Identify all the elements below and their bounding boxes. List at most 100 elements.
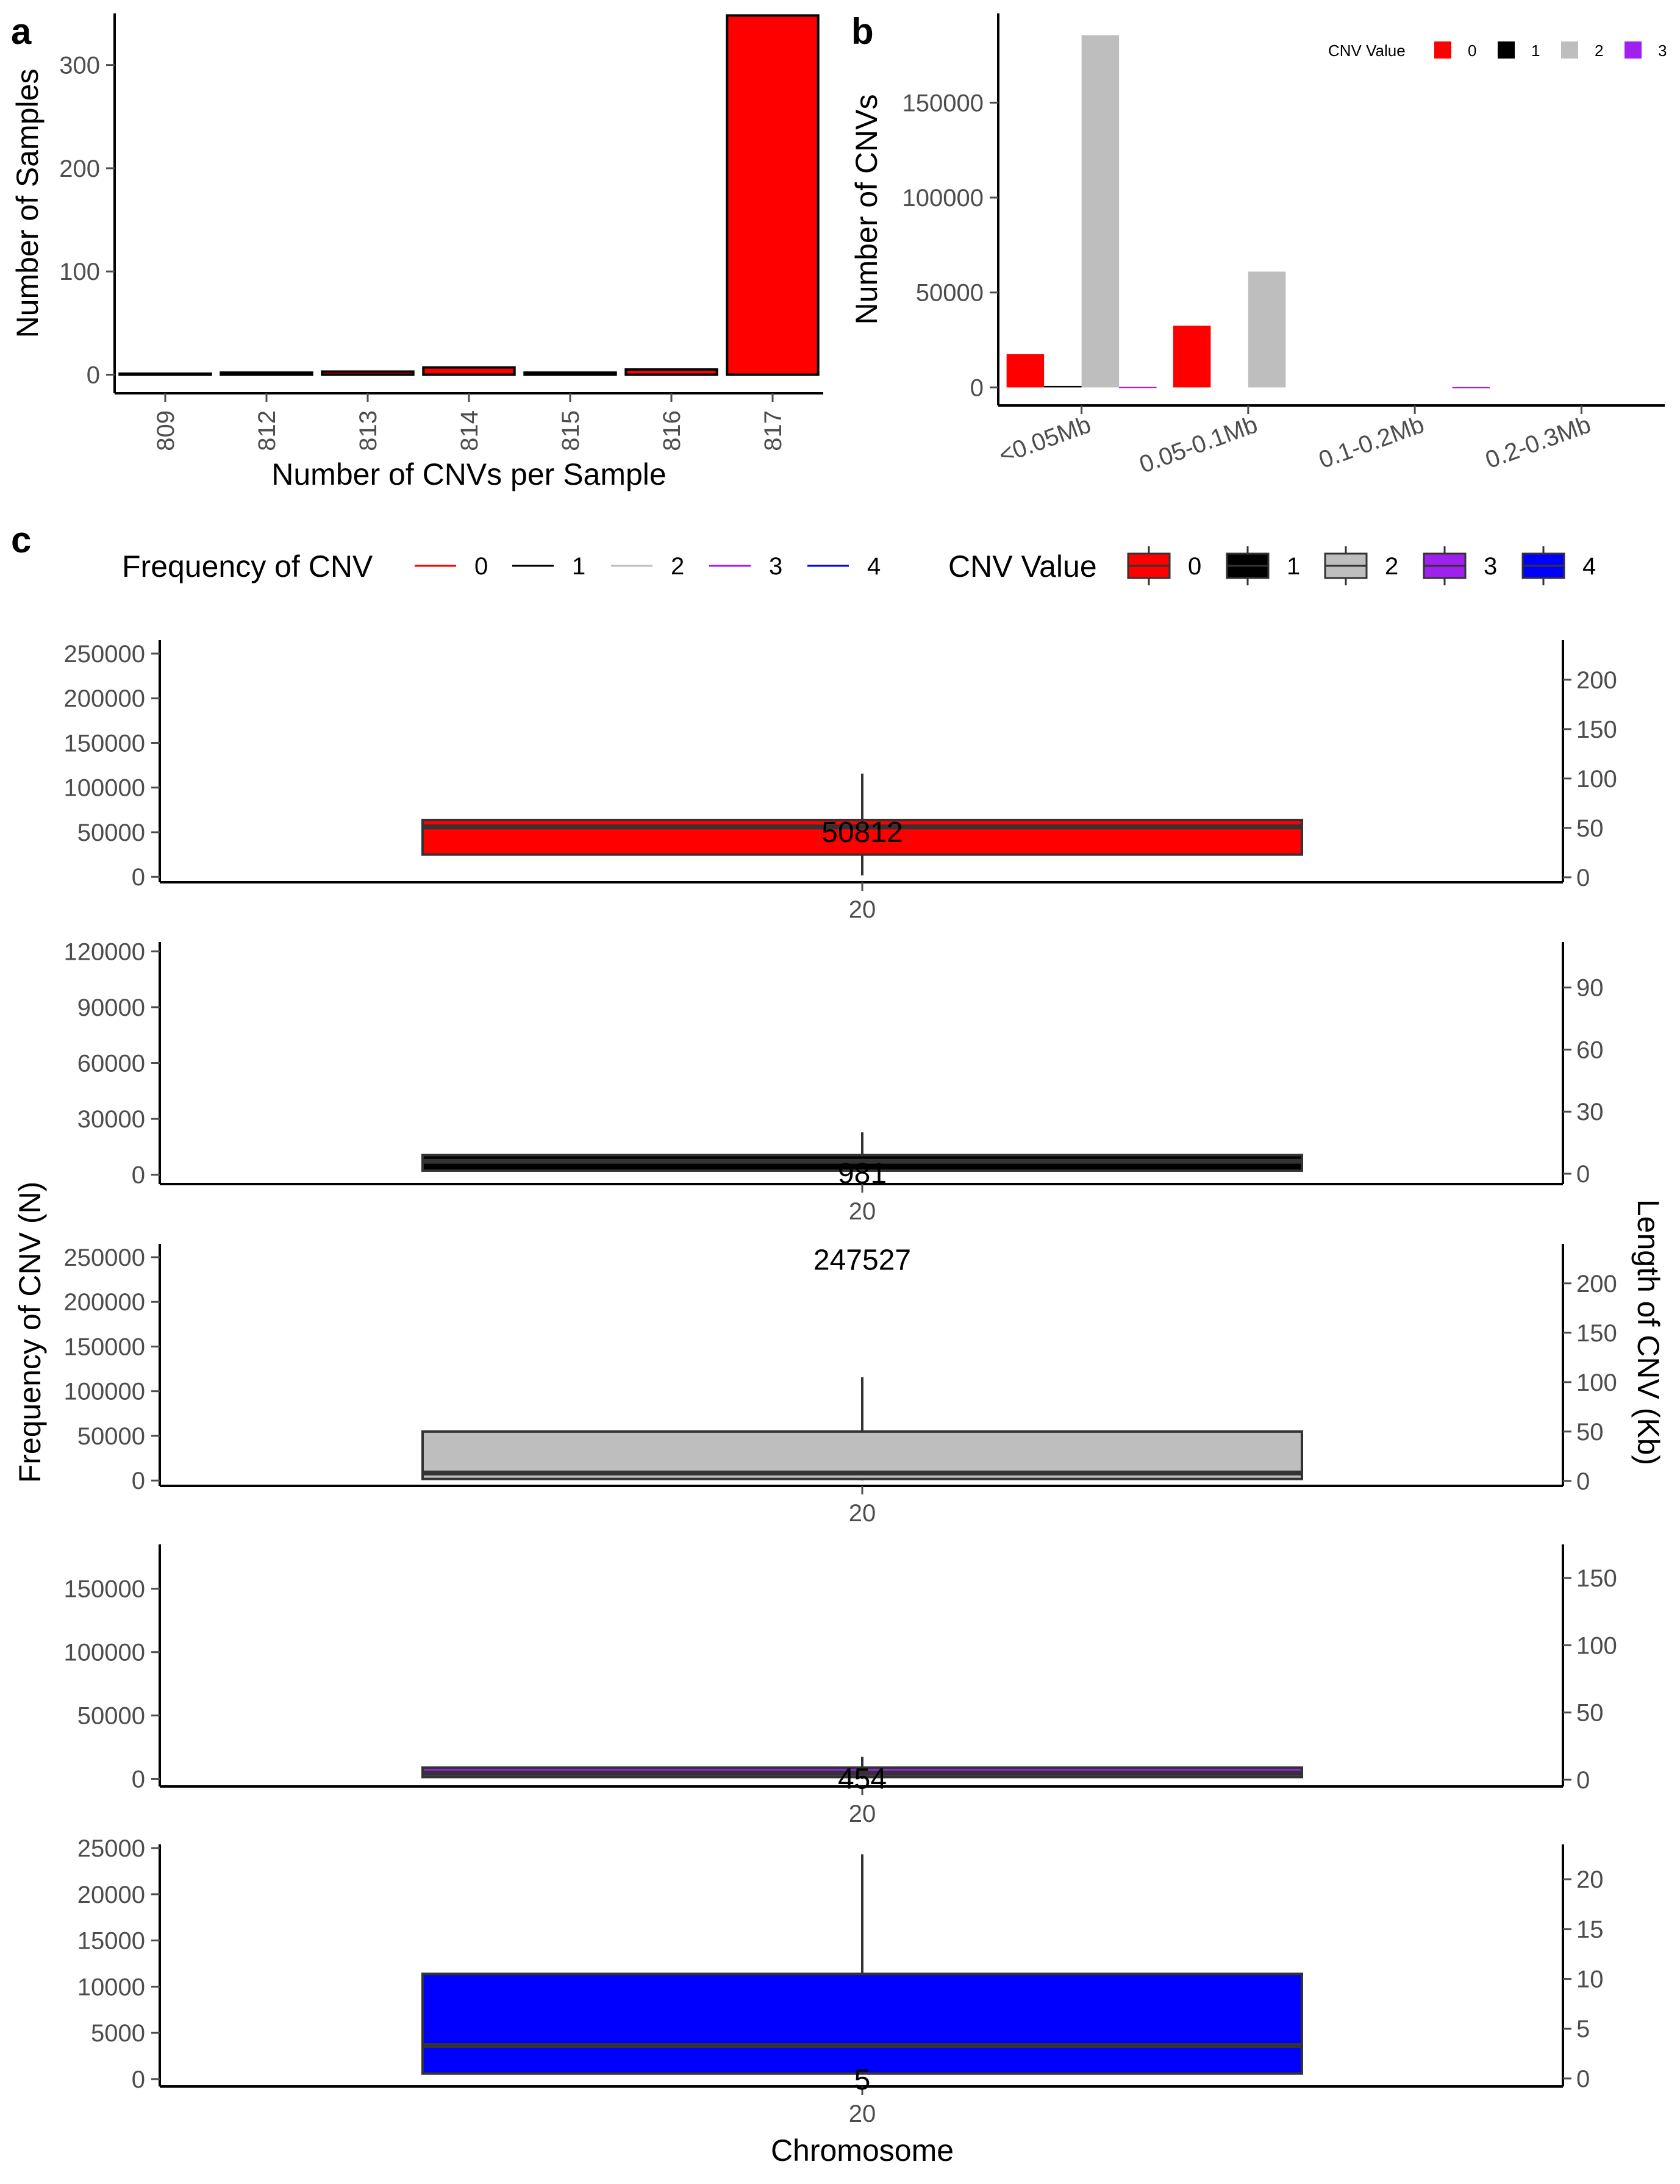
- c-box-legend-title: CNV Value: [948, 549, 1097, 583]
- c-left-tick-label: 100000: [64, 775, 145, 802]
- c-right-tick-label: 50: [1576, 815, 1604, 842]
- panel-label-c: c: [11, 519, 31, 560]
- c-right-tick-label: 5: [1576, 2016, 1590, 2043]
- c-line-legend-label: 4: [867, 553, 881, 580]
- b-x-tick-label: 0.05-0.1Mb: [1136, 411, 1261, 479]
- b-y-tick-label: 0: [970, 374, 984, 401]
- c-right-tick-label: 0: [1576, 1767, 1590, 1794]
- c-right-tick-label: 20: [1576, 1866, 1604, 1893]
- panel-label-b: b: [851, 11, 874, 52]
- c-right-axis-title: Length of CNV (Kb): [1631, 1199, 1665, 1465]
- a-x-tick-label: 816: [659, 410, 685, 451]
- b-bar: [1044, 385, 1082, 388]
- a-y-tick-label: 100: [59, 259, 100, 285]
- b-y-tick-label: 150000: [903, 90, 984, 116]
- c-left-tick-label: 15000: [77, 1928, 145, 1955]
- c-x-tick-label: 20: [849, 1198, 876, 1225]
- c-left-tick-label: 20000: [77, 1882, 145, 1908]
- c-left-tick-label: 50000: [77, 819, 145, 846]
- b-bar: [1006, 354, 1045, 388]
- c-right-tick-label: 150: [1576, 1320, 1617, 1347]
- b-y-tick-label: 50000: [916, 280, 984, 307]
- c-box-legend-label: 2: [1385, 553, 1398, 580]
- a-bar: [220, 371, 313, 376]
- b-x-tick-label: <0.05Mb: [995, 411, 1094, 469]
- c-right-tick-label: 100: [1576, 1632, 1617, 1659]
- c-facet-cnv-3: 0 50000 100000 150000 0 50 100 150 20 454: [64, 1544, 1617, 1827]
- c-line-legend-label: 0: [474, 553, 488, 580]
- c-left-tick-label: 5000: [91, 2020, 145, 2047]
- c-left-tick-label: 120000: [64, 938, 145, 965]
- a-x-tick-label: 812: [254, 410, 281, 451]
- c-right-tick-label: 0: [1576, 1468, 1590, 1495]
- b-legend-swatch: [1434, 41, 1451, 59]
- c-left-tick-label: 100000: [64, 1640, 145, 1666]
- a-bar: [624, 368, 718, 376]
- c-right-tick-label: 100: [1576, 1369, 1617, 1396]
- panel-label-a: a: [11, 11, 32, 52]
- c-right-tick-label: 50: [1576, 1700, 1604, 1727]
- c-count-label: 50812: [821, 816, 903, 849]
- c-left-tick-label: 0: [132, 2066, 145, 2093]
- c-right-tick-label: 15: [1576, 1916, 1604, 1943]
- c-facet-cnv-0: 0 50000 100000 150000 200000 250000 0 50 100 150 2…: [64, 640, 1617, 923]
- a-y-tick-label: 200: [59, 155, 100, 182]
- c-right-tick-label: 150: [1576, 716, 1617, 743]
- c-line-legend-label: 2: [671, 553, 684, 580]
- c-line-legend-title: Frequency of CNV: [122, 549, 373, 583]
- b-bar: [1173, 326, 1211, 388]
- b-legend-swatch: [1498, 41, 1515, 59]
- c-box-legend-label: 1: [1287, 553, 1300, 580]
- c-left-tick-label: 150000: [64, 730, 145, 757]
- c-left-tick-label: 90000: [77, 994, 145, 1021]
- c-box-legend-label: 4: [1582, 553, 1596, 580]
- a-x-tick-label: 809: [152, 410, 179, 451]
- c-left-tick-label: 0: [132, 864, 145, 891]
- a-bar: [321, 370, 415, 376]
- c-box-legend-label: 3: [1484, 553, 1497, 580]
- c-right-tick-label: 0: [1576, 2066, 1590, 2093]
- c-left-tick-label: 200000: [64, 1289, 145, 1316]
- c-right-tick-label: 200: [1576, 1271, 1617, 1297]
- a-y-axis-title: Number of Samples: [10, 69, 45, 338]
- a-x-tick-label: 813: [355, 410, 382, 451]
- c-count-label: 981: [838, 1158, 887, 1190]
- c-line-legend-label: 3: [769, 553, 782, 580]
- c-right-tick-label: 100: [1576, 766, 1617, 793]
- c-left-axis-title: Frequency of CNV (N): [13, 1182, 47, 1483]
- c-right-tick-label: 10: [1576, 1966, 1604, 1993]
- c-right-tick-label: 60: [1576, 1037, 1604, 1063]
- panel-a-bar-chart: 0 100 200 300 809 812 813 814 815 816 817 Number of…: [10, 13, 823, 491]
- b-legend-label: 0: [1468, 41, 1476, 60]
- c-left-tick-label: 25000: [77, 1835, 145, 1862]
- c-left-tick-label: 30000: [77, 1106, 145, 1133]
- b-bar: [1119, 387, 1157, 388]
- b-legend-label: 3: [1658, 41, 1667, 60]
- b-bar: [1248, 271, 1286, 388]
- c-box: [421, 1972, 1303, 2075]
- a-bar: [422, 366, 516, 376]
- c-left-tick-label: 50000: [77, 1703, 145, 1730]
- c-left-tick-label: 60000: [77, 1051, 145, 1077]
- c-left-tick-label: 100000: [64, 1379, 145, 1405]
- a-x-axis-title: Number of CNVs per Sample: [271, 457, 666, 491]
- c-left-tick-label: 0: [132, 1162, 145, 1189]
- b-legend-title: CNV Value: [1328, 41, 1406, 60]
- c-facet-cnv-4: 0 5000 10000 15000 20000 25000 0 5 10 15 20 20 5: [77, 1835, 1604, 2127]
- c-x-axis-title: Chromosome: [771, 2133, 954, 2168]
- a-bar: [726, 14, 820, 376]
- b-legend-swatch: [1561, 41, 1578, 59]
- b-legend-swatch: [1625, 41, 1642, 59]
- c-count-label: 5: [854, 2064, 871, 2096]
- a-bar: [523, 371, 617, 376]
- c-count-label: 454: [838, 1763, 887, 1796]
- c-line-legend-label: 1: [572, 553, 585, 580]
- c-right-tick-label: 150: [1576, 1565, 1617, 1592]
- a-x-tick-label: 817: [760, 410, 787, 451]
- a-y-tick-label: 300: [59, 52, 100, 79]
- c-left-tick-label: 250000: [64, 1244, 145, 1271]
- c-left-tick-label: 250000: [64, 641, 145, 668]
- b-legend-label: 2: [1595, 41, 1603, 60]
- a-x-tick-label: 814: [456, 410, 483, 451]
